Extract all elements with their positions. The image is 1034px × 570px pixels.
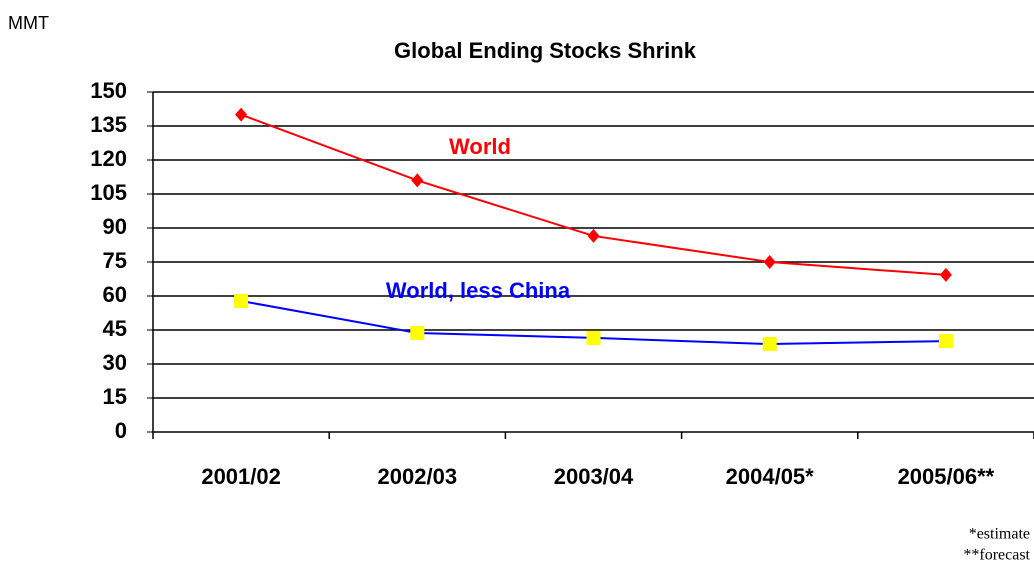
series-line	[240, 113, 946, 276]
data-point	[939, 267, 952, 282]
y-tick-label: 30	[103, 350, 127, 375]
data-point	[763, 255, 776, 269]
series-label: World, less China	[386, 278, 571, 303]
x-tick-label: 2005/06**	[898, 464, 995, 489]
data-point	[762, 337, 777, 352]
y-tick-label: 15	[103, 384, 127, 409]
data-point	[586, 330, 601, 345]
x-tick-label: 2003/04	[554, 464, 634, 489]
y-tick-label: 135	[90, 112, 127, 137]
y-tick-label: 105	[90, 180, 127, 205]
y-tick-label: 45	[103, 316, 127, 341]
series-label: World	[449, 134, 511, 159]
footnote: **forecast	[963, 547, 1030, 564]
x-tick-label: 2001/02	[201, 464, 281, 489]
data-point	[938, 334, 953, 349]
y-tick-label: 75	[103, 248, 127, 273]
y-axis-label: MMT	[8, 13, 49, 33]
x-tick-label: 2004/05*	[726, 464, 815, 489]
y-tick-label: 150	[90, 78, 127, 103]
y-tick-label: 0	[115, 418, 127, 443]
data-point	[587, 228, 600, 243]
y-tick-label: 120	[90, 146, 127, 171]
x-tick-label: 2002/03	[378, 464, 458, 489]
chart-title: Global Ending Stocks Shrink	[394, 38, 697, 63]
data-point	[410, 325, 425, 340]
data-point	[411, 173, 424, 188]
y-tick-label: 60	[103, 282, 127, 307]
data-point	[234, 293, 249, 308]
data-point	[235, 107, 248, 122]
y-tick-label: 90	[103, 214, 127, 239]
footnote: *estimate	[969, 526, 1030, 543]
